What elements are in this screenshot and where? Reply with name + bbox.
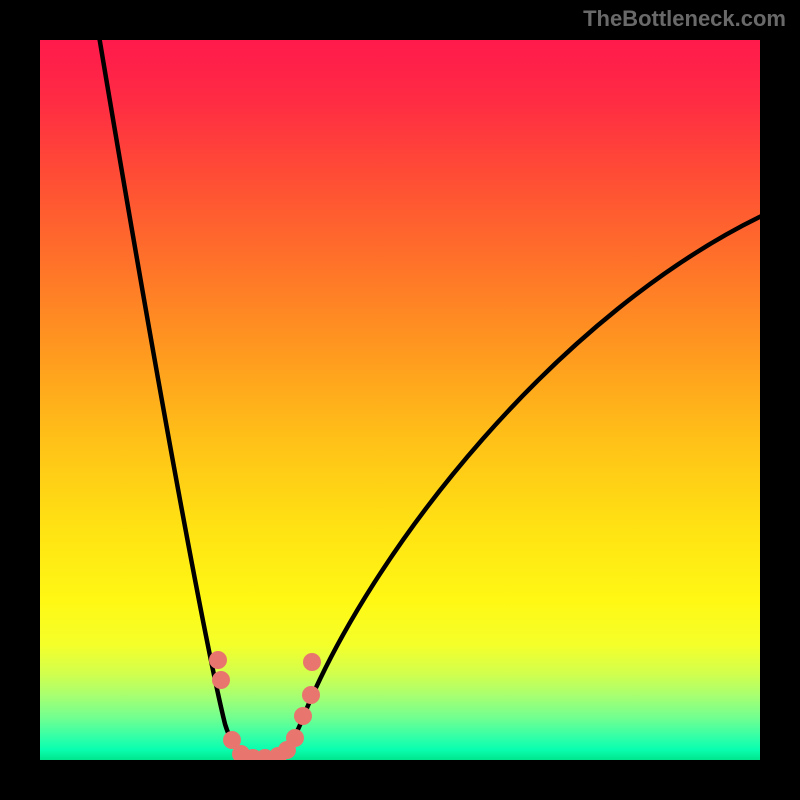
data-marker	[209, 651, 227, 669]
bottleneck-curve-chart	[0, 0, 800, 800]
watermark-text: TheBottleneck.com	[583, 6, 786, 32]
data-marker	[294, 707, 312, 725]
data-marker	[286, 729, 304, 747]
data-marker	[303, 653, 321, 671]
chart-frame: TheBottleneck.com	[0, 0, 800, 800]
data-marker	[302, 686, 320, 704]
data-marker	[212, 671, 230, 689]
plot-background-gradient	[40, 40, 760, 760]
